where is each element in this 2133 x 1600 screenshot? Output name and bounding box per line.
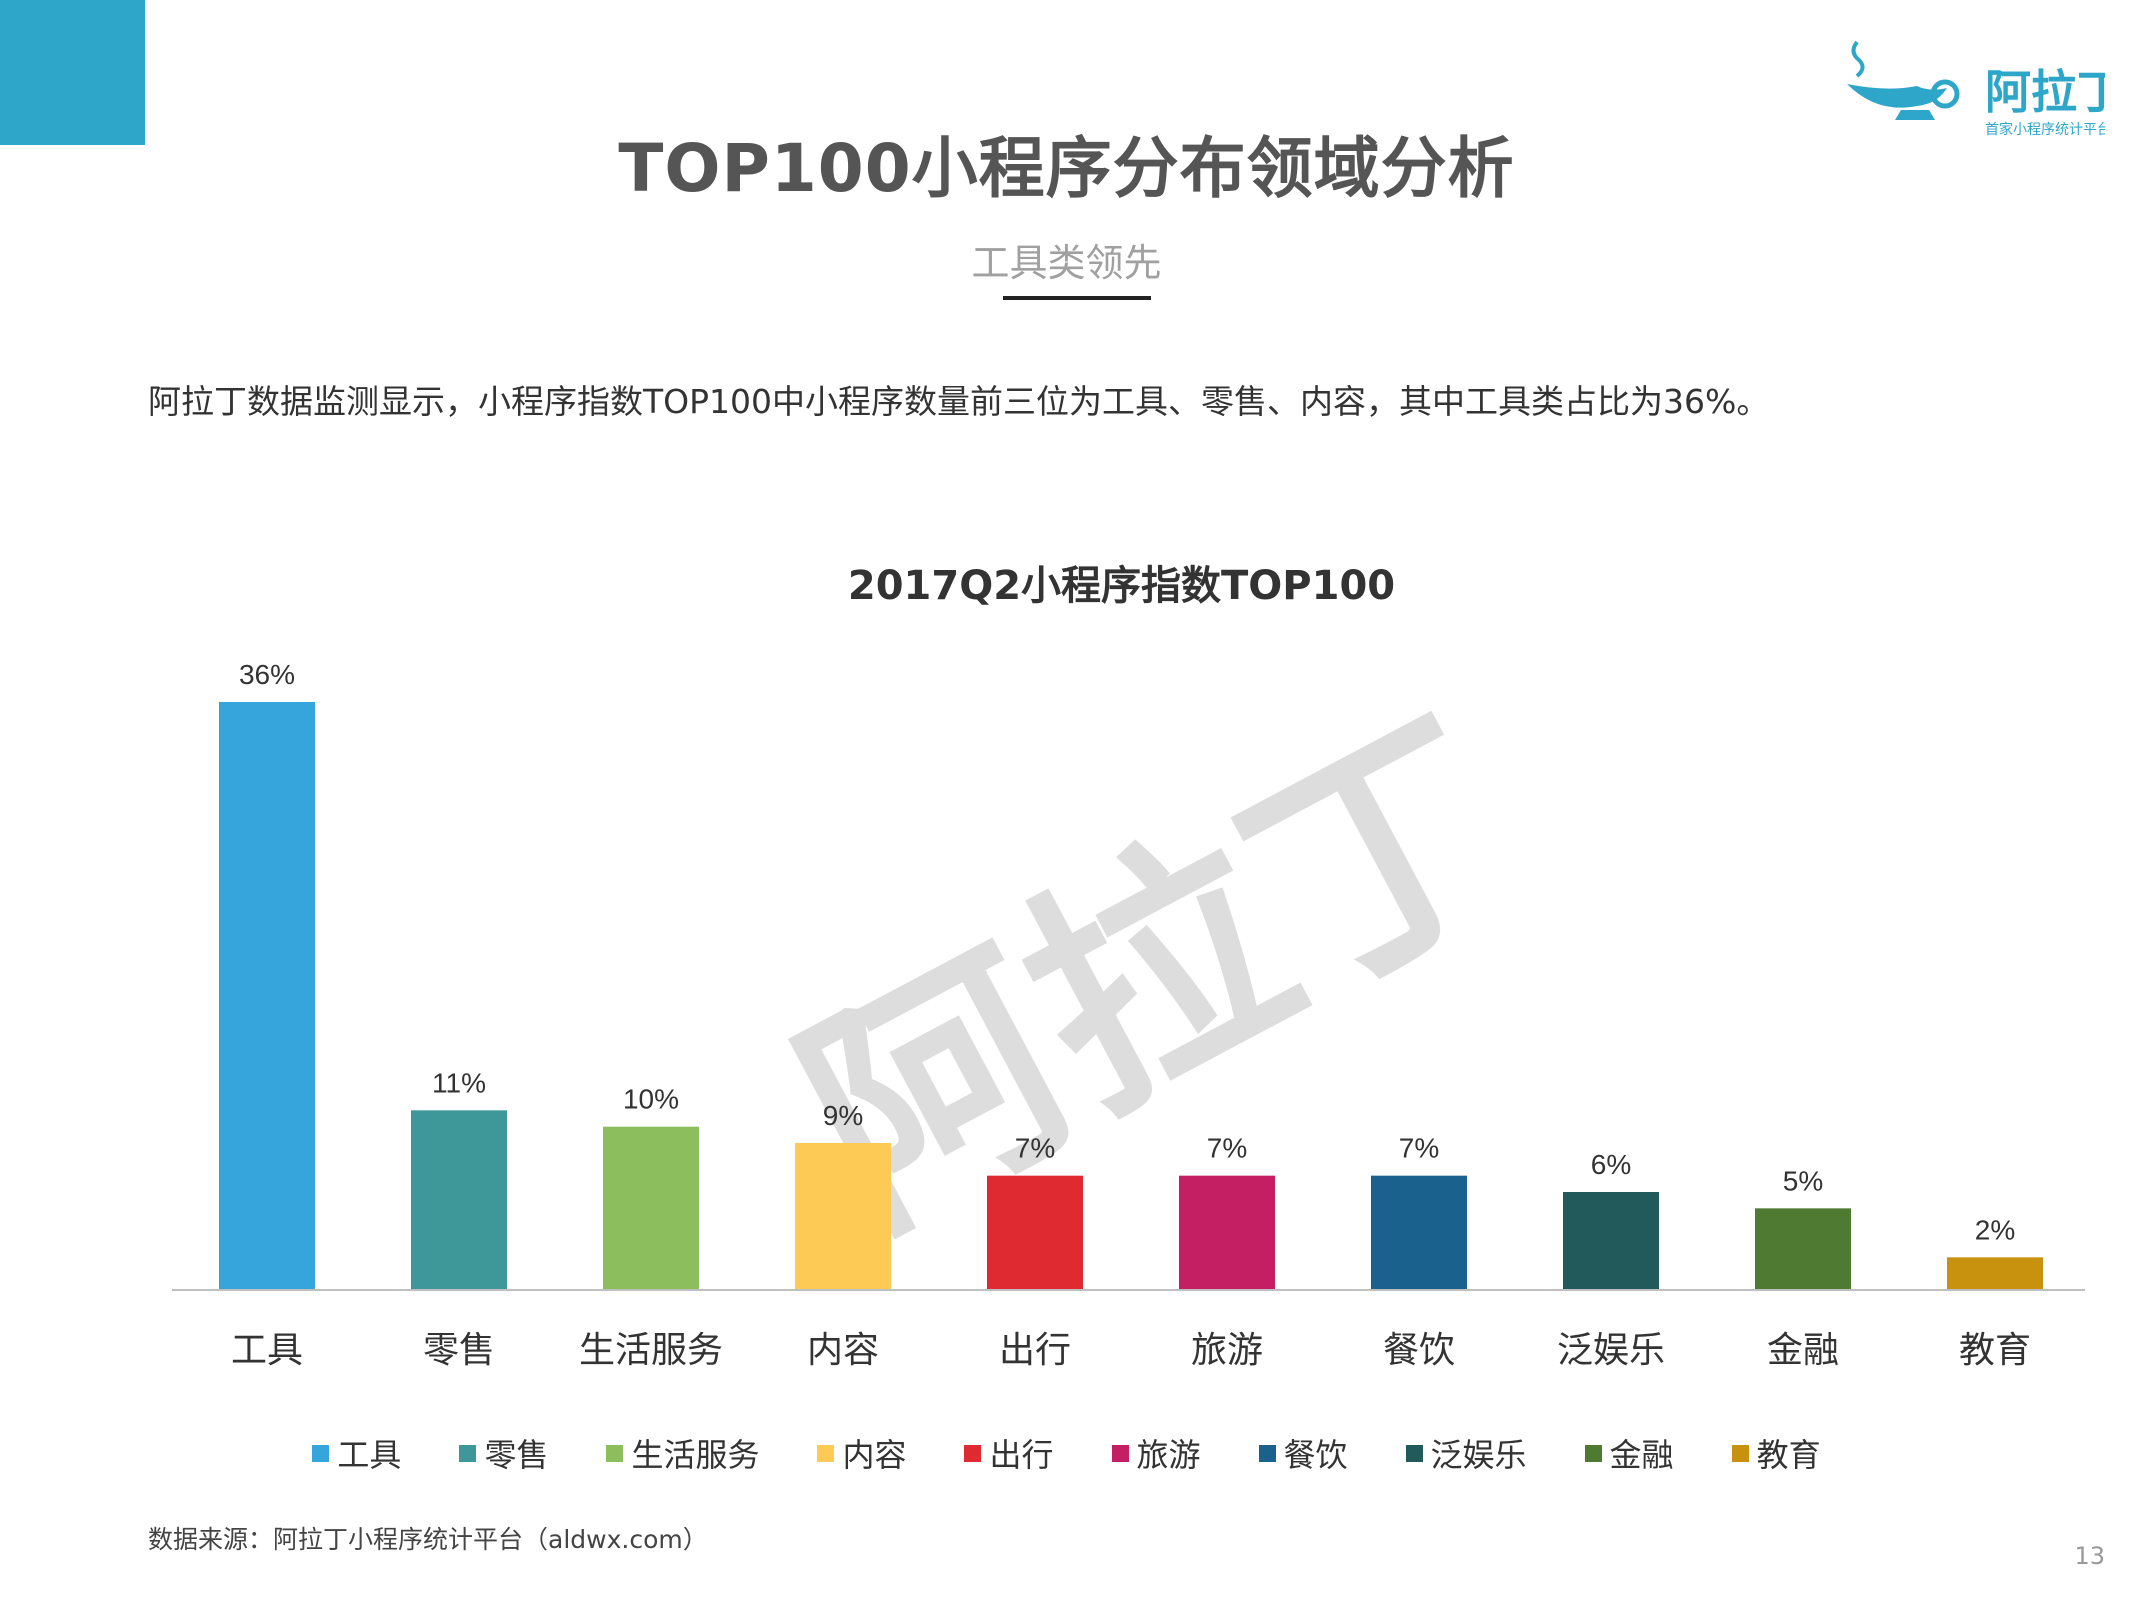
chart-legend: 工具 零售 生活服务 内容 出行 旅游 餐饮 泛娱乐 金融 教育 xyxy=(0,1430,2133,1476)
legend-swatch xyxy=(1405,1444,1423,1462)
legend-item: 工具 xyxy=(312,1430,401,1476)
legend-item: 生活服务 xyxy=(606,1430,759,1476)
page-title: TOP100小程序分布领域分析 xyxy=(618,130,1515,207)
x-tick-label: 金融 xyxy=(1767,1329,1839,1370)
legend-label: 内容 xyxy=(842,1436,907,1474)
legend-swatch xyxy=(459,1444,477,1462)
page-number: 13 xyxy=(2074,1542,2105,1570)
legend-swatch xyxy=(1111,1444,1129,1462)
legend-item: 教育 xyxy=(1731,1430,1821,1476)
legend-item: 泛娱乐 xyxy=(1405,1430,1527,1476)
legend-label: 出行 xyxy=(989,1436,1054,1474)
legend-label: 餐饮 xyxy=(1283,1436,1348,1474)
x-tick-label: 工具 xyxy=(231,1329,303,1370)
data-label: 6% xyxy=(1591,1149,1631,1180)
legend-item: 出行 xyxy=(964,1430,1054,1476)
data-label: 7% xyxy=(1207,1133,1247,1164)
x-tick-label: 出行 xyxy=(999,1329,1071,1370)
data-label: 5% xyxy=(1783,1165,1823,1196)
legend-item: 旅游 xyxy=(1111,1430,1201,1476)
data-label: 7% xyxy=(1399,1133,1439,1164)
legend-swatch xyxy=(1258,1444,1276,1462)
legend-item: 金融 xyxy=(1584,1430,1674,1476)
legend-item: 零售 xyxy=(459,1430,548,1476)
data-source-note: 数据来源：阿拉丁小程序统计平台（aldwx.com） xyxy=(148,1525,708,1554)
bar-2 xyxy=(411,1110,507,1290)
legend-label: 教育 xyxy=(1756,1436,1821,1474)
bar-1 xyxy=(219,702,315,1290)
data-label: 10% xyxy=(623,1084,679,1115)
data-label: 9% xyxy=(823,1100,863,1131)
x-tick-label: 生活服务 xyxy=(579,1329,723,1370)
page-subtitle: 工具类领先 xyxy=(971,241,1162,285)
bar-3 xyxy=(603,1126,699,1290)
corner-accent-block xyxy=(0,0,145,145)
svg-text:阿拉丁: 阿拉丁 xyxy=(1985,66,2105,118)
bar-9 xyxy=(1755,1208,1851,1290)
legend-label: 零售 xyxy=(484,1436,549,1474)
x-tick-label: 泛娱乐 xyxy=(1557,1329,1665,1370)
bar-7 xyxy=(1371,1175,1467,1290)
legend-label: 旅游 xyxy=(1136,1436,1201,1474)
x-tick-label: 零售 xyxy=(423,1329,495,1370)
bar-4 xyxy=(795,1143,891,1290)
aladdin-lamp-logo-icon: 阿拉丁 首家小程序统计平台 xyxy=(1847,40,2123,137)
bar-10 xyxy=(1947,1257,2043,1290)
legend-swatch xyxy=(817,1444,835,1462)
legend-item: 内容 xyxy=(817,1430,906,1476)
data-label: 7% xyxy=(1015,1133,1055,1164)
subtitle-underline xyxy=(1003,296,1151,300)
chart-title: 2017Q2小程序指数TOP100 xyxy=(847,563,1396,609)
legend-swatch xyxy=(1731,1444,1749,1462)
x-tick-label: 教育 xyxy=(1959,1329,2031,1370)
x-tick-label: 餐饮 xyxy=(1383,1329,1455,1370)
legend-label: 工具 xyxy=(337,1436,402,1474)
data-label: 2% xyxy=(1975,1214,2015,1245)
legend-swatch xyxy=(312,1444,330,1462)
svg-text:首家小程序统计平台: 首家小程序统计平台 xyxy=(1985,121,2105,137)
legend-swatch xyxy=(606,1444,624,1462)
legend-swatch xyxy=(964,1444,982,1462)
data-label: 11% xyxy=(432,1067,486,1098)
legend-item: 餐饮 xyxy=(1258,1430,1348,1476)
x-tick-label: 内容 xyxy=(807,1329,879,1370)
x-tick-label: 旅游 xyxy=(1191,1329,1263,1370)
legend-swatch xyxy=(1584,1444,1602,1462)
legend-label: 金融 xyxy=(1609,1436,1674,1474)
legend-label: 泛娱乐 xyxy=(1430,1436,1527,1474)
bar-8 xyxy=(1563,1192,1659,1290)
bar-6 xyxy=(1179,1175,1275,1290)
aladdin-logo: 阿拉丁 首家小程序统计平台 xyxy=(1835,22,2123,142)
summary-text: 阿拉丁数据监测显示，小程序指数TOP100中小程序数量前三位为工具、零售、内容，… xyxy=(148,382,1770,421)
data-label: 36% xyxy=(239,659,295,690)
legend-label: 生活服务 xyxy=(631,1436,760,1474)
bar-5 xyxy=(987,1175,1083,1290)
